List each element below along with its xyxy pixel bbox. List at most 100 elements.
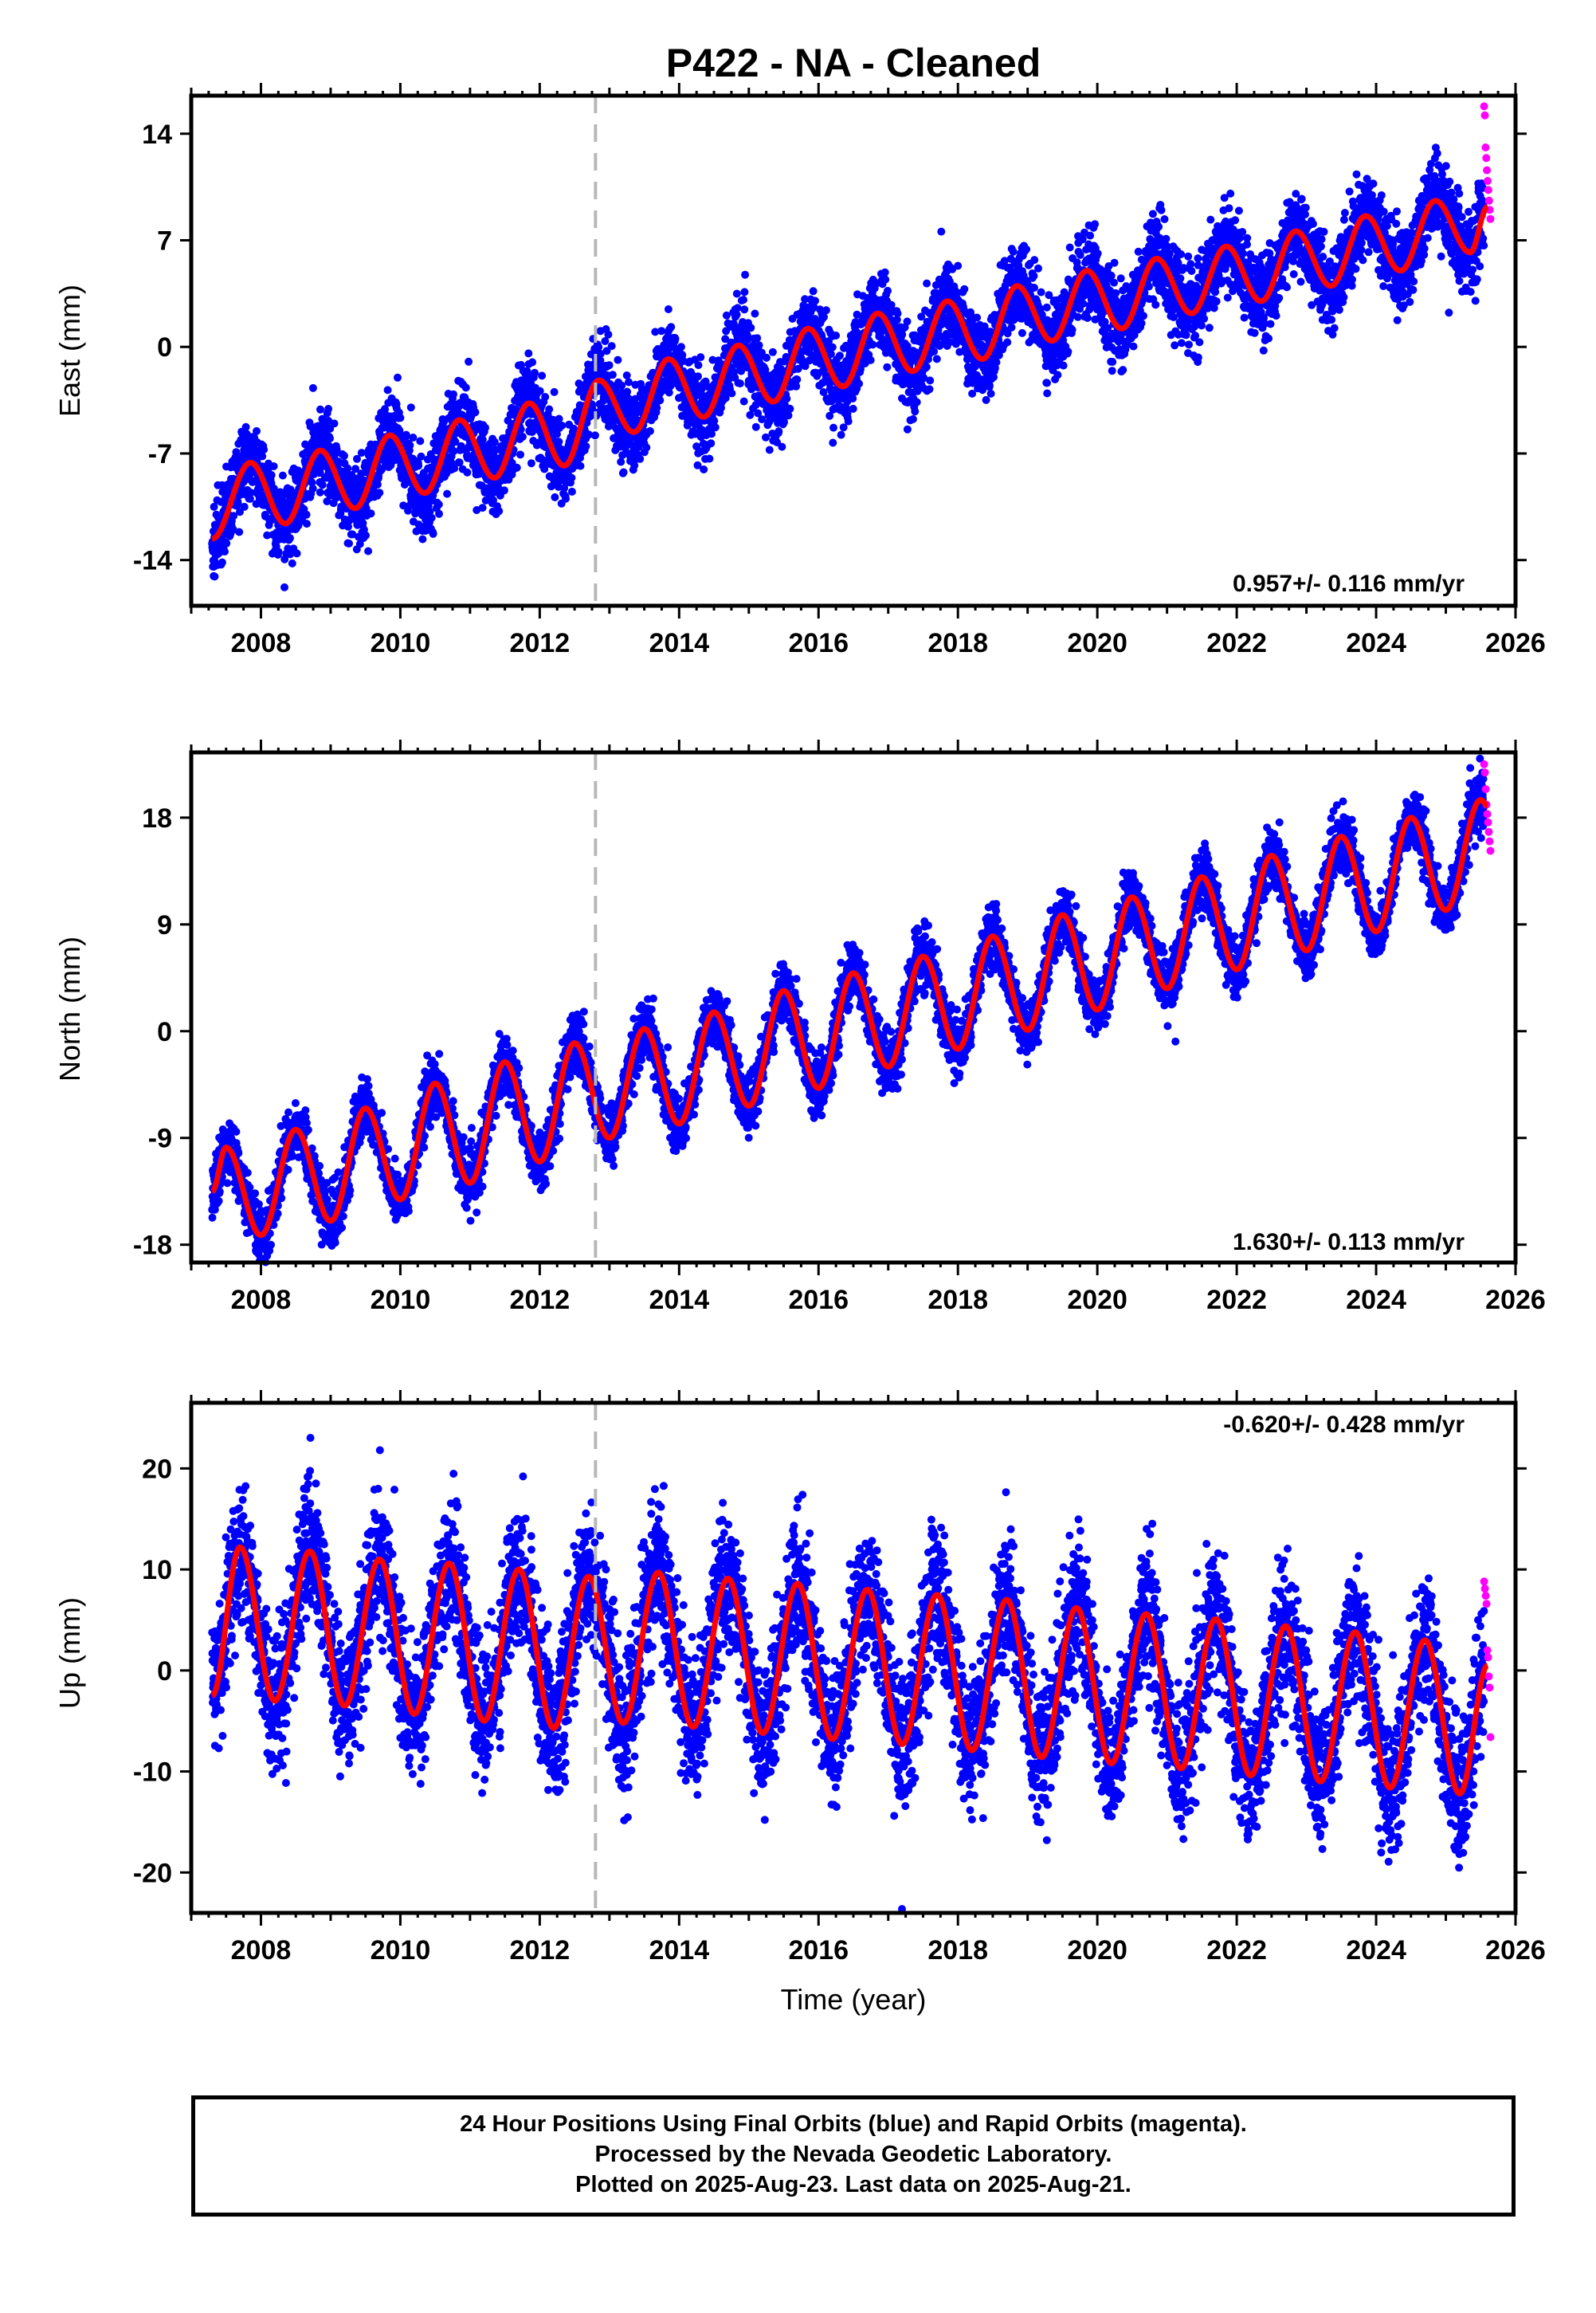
final-orbit-point <box>1068 325 1076 334</box>
final-orbit-point <box>809 287 818 296</box>
final-orbit-point <box>782 395 791 403</box>
final-orbit-point <box>418 535 427 544</box>
final-orbit-point <box>1108 367 1116 375</box>
final-orbit-point <box>829 423 837 432</box>
final-orbit-point <box>700 465 708 473</box>
final-orbit-point <box>1076 250 1084 259</box>
final-orbit-point <box>1137 319 1146 328</box>
final-orbit-point <box>1043 389 1052 398</box>
final-orbit-point <box>409 434 418 442</box>
final-orbit-point <box>763 353 771 362</box>
final-orbit-point <box>884 286 892 295</box>
final-orbit-point <box>516 450 524 459</box>
final-orbit-point <box>1119 366 1127 375</box>
final-orbit-point <box>982 395 990 404</box>
final-orbit-point <box>837 430 845 439</box>
final-orbit-point <box>986 389 995 398</box>
final-orbit-point <box>1139 312 1147 320</box>
final-orbit-point <box>594 343 603 351</box>
final-orbit-point <box>1107 271 1116 280</box>
final-orbit-point <box>465 357 473 366</box>
final-orbit-point <box>1144 282 1153 291</box>
final-orbit-point <box>461 383 470 392</box>
final-orbit-point <box>375 489 384 497</box>
final-orbit-point <box>926 376 935 385</box>
final-orbit-point <box>733 304 742 312</box>
final-orbit-point <box>253 426 261 435</box>
final-orbit-point <box>786 404 794 413</box>
final-orbit-point <box>443 489 452 498</box>
final-orbit-point <box>274 548 283 556</box>
final-orbit-point <box>1116 274 1125 283</box>
final-orbit-point <box>429 529 437 538</box>
final-orbit-point <box>1093 249 1102 257</box>
final-orbit-point <box>1022 245 1031 253</box>
final-orbit-point <box>221 548 229 556</box>
final-orbit-point <box>922 363 931 371</box>
final-orbit-point <box>210 572 219 581</box>
final-orbit-point <box>555 438 563 446</box>
final-orbit-point <box>992 358 1001 367</box>
final-orbit-point <box>258 452 267 461</box>
final-orbit-point <box>463 468 472 477</box>
final-orbit-point <box>855 379 864 388</box>
final-orbit-point <box>1053 371 1062 379</box>
final-orbit-point <box>240 502 249 511</box>
final-orbit-point <box>912 398 921 406</box>
final-orbit-point <box>302 510 311 519</box>
final-orbit-point <box>630 461 639 469</box>
final-orbit-point <box>406 441 414 450</box>
final-orbit-point <box>619 468 628 477</box>
final-orbit-point <box>1110 278 1119 287</box>
final-orbit-point <box>605 361 614 370</box>
final-orbit-point <box>394 373 402 382</box>
final-orbit-point <box>973 313 982 322</box>
final-orbit-point <box>747 324 755 332</box>
final-orbit-point <box>739 397 748 406</box>
final-orbit-point <box>527 459 535 468</box>
final-orbit-point <box>246 489 255 497</box>
final-orbit-point <box>545 405 554 414</box>
final-orbit-point <box>753 334 762 343</box>
final-orbit-point <box>1157 206 1166 214</box>
final-orbit-point <box>500 486 508 495</box>
final-orbit-point <box>245 494 254 503</box>
final-orbit-point <box>883 363 892 371</box>
final-orbit-point <box>567 473 576 482</box>
final-orbit-point <box>1007 323 1016 332</box>
final-orbit-point <box>954 261 963 270</box>
final-orbit-point <box>308 383 317 392</box>
final-orbit-point <box>229 512 238 520</box>
final-orbit-point <box>911 407 920 416</box>
final-orbit-point <box>614 355 622 364</box>
final-orbit-point <box>229 525 237 534</box>
final-orbit-point <box>829 438 837 447</box>
final-orbit-point <box>278 471 287 480</box>
final-orbit-point <box>364 547 373 556</box>
final-orbit-point <box>1083 313 1092 322</box>
final-orbit-point <box>1009 247 1018 256</box>
final-orbit-point <box>518 433 527 441</box>
final-orbit-point <box>881 275 890 284</box>
final-orbit-point <box>340 451 348 460</box>
final-orbit-point <box>727 389 736 398</box>
final-orbit-point <box>932 355 941 363</box>
final-orbit-point <box>778 442 786 451</box>
final-orbit-point <box>780 418 788 426</box>
final-orbit-point <box>1065 243 1074 252</box>
final-orbit-point <box>1129 342 1138 351</box>
final-orbit-point <box>471 408 480 417</box>
final-orbit-point <box>590 431 599 440</box>
final-orbit-point <box>1064 348 1072 356</box>
final-orbit-point <box>735 379 744 388</box>
final-orbit-point <box>768 348 777 356</box>
final-orbit-point <box>694 372 702 381</box>
final-orbit-point <box>960 285 969 293</box>
final-orbit-point <box>903 317 912 326</box>
final-orbit-point <box>318 481 327 489</box>
final-orbit-point <box>435 509 443 518</box>
final-orbit-point <box>832 332 841 340</box>
final-orbit-point <box>551 493 559 501</box>
final-orbit-point <box>793 375 802 384</box>
